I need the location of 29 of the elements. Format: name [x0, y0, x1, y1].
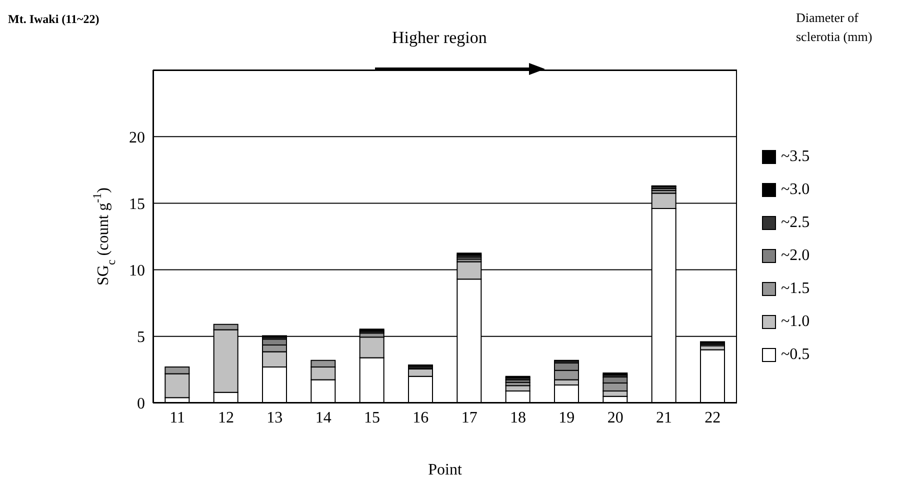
legend-label: ~2.0 [781, 246, 810, 264]
legend-label: ~3.0 [781, 180, 810, 198]
legend-title: Diameter of sclerotia (mm) [796, 9, 874, 46]
x-tick-label: 21 [656, 409, 672, 426]
x-tick-label: 19 [558, 409, 575, 426]
x-tick-label: 13 [266, 409, 283, 426]
x-axis-title: Point [428, 461, 462, 478]
y-tick-label: 20 [129, 129, 145, 146]
legend-label: ~1.5 [781, 280, 810, 298]
x-tick-label: 16 [412, 409, 429, 426]
x-tick-label: 22 [704, 409, 721, 426]
y-tick-label: 5 [137, 329, 145, 346]
text: Higher region [392, 28, 487, 48]
legend-label: ~2.5 [781, 214, 810, 232]
x-tick-label: 11 [170, 409, 186, 426]
y-tick-label: 0 [137, 396, 145, 413]
legend-label: ~0.5 [781, 346, 810, 364]
x-tick-label: 12 [218, 409, 234, 426]
x-tick-label: 20 [607, 409, 624, 426]
x-tick-label: 17 [461, 409, 478, 426]
x-tick-label: 18 [510, 409, 526, 426]
legend-label: ~3.5 [781, 148, 810, 166]
text: Mt. Iwaki (11~22) [8, 12, 100, 27]
bar [700, 349, 725, 403]
y-tick-label: 15 [129, 196, 145, 213]
legend-label: ~1.0 [781, 312, 810, 330]
x-tick-label: 15 [364, 409, 380, 426]
y-tick-label: 10 [129, 262, 145, 280]
x-tick-label: 14 [315, 409, 332, 426]
